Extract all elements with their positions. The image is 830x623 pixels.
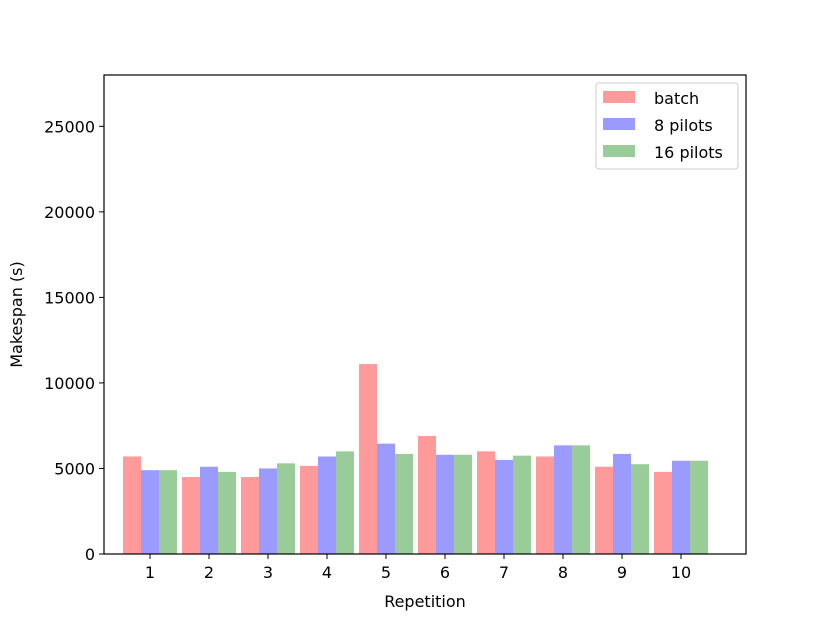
bar-16-pilots-rep-5 [395,453,413,554]
x-tick-label: 3 [263,563,273,582]
bar-16-pilots-rep-7 [513,455,531,554]
bar-8-pilots-rep-5 [377,443,395,554]
x-axis-label: Repetition [384,592,466,611]
legend-swatch-16-pilots [603,145,635,157]
x-tick-label: 8 [558,563,568,582]
x-tick-label: 6 [440,563,450,582]
x-tick-label: 4 [322,563,332,582]
x-tick-label: 9 [617,563,627,582]
plot-frame [103,74,747,555]
y-tick-label: 20000 [44,203,95,222]
bar-batch-rep-8 [536,456,554,554]
bar-16-pilots-rep-10 [690,460,708,554]
bar-batch-rep-2 [182,477,200,554]
x-ticks-group: 1 2 3 4 5 6 7 8 9 10 [145,554,691,582]
bar-8-pilots-rep-7 [495,459,513,554]
y-tick-label: 10000 [44,374,95,393]
bar-16-pilots-rep-6 [454,454,472,554]
y-tick-label: 15000 [44,288,95,307]
x-tick-label: 5 [381,563,391,582]
x-tick-label: 1 [145,563,155,582]
bar-batch-rep-4 [300,465,318,554]
y-tick-label: 5000 [54,459,95,478]
bar-16-pilots-rep-1 [159,470,177,554]
bar-16-pilots-rep-2 [218,471,236,554]
bar-batch-rep-10 [654,471,672,554]
legend-label-batch: batch [654,89,699,108]
bar-16-pilots-rep-3 [277,463,295,554]
legend: batch 8 pilots 16 pilots [595,82,739,170]
bar-batch-rep-9 [595,466,613,554]
bar-batch-rep-3 [241,477,259,554]
bar-batch-rep-6 [418,435,436,554]
x-tick-label: 2 [204,563,214,582]
x-tick-label: 7 [499,563,509,582]
legend-label-16-pilots: 16 pilots [654,143,723,162]
bar-8-pilots-rep-10 [672,460,690,554]
bar-batch-rep-1 [123,456,141,554]
x-tick-label: 10 [671,563,691,582]
bar-16-pilots-rep-8 [572,445,590,554]
legend-label-8-pilots: 8 pilots [654,116,713,135]
bar-8-pilots-rep-8 [554,445,572,554]
y-axis-label: Makespan (s) [7,261,26,368]
y-tick-label: 0 [85,545,95,564]
y-ticks-group: 0 5000 10000 15000 20000 25000 [44,117,104,564]
bar-8-pilots-rep-3 [259,468,277,554]
bar-8-pilots-rep-4 [318,456,336,554]
bar-16-pilots-rep-4 [336,451,354,554]
bar-8-pilots-rep-2 [200,466,218,554]
bar-16-pilots-rep-9 [631,464,649,554]
bar-8-pilots-rep-6 [436,454,454,554]
bar-batch-rep-7 [477,451,495,554]
bars-group [123,364,708,554]
legend-swatch-batch [603,91,635,103]
legend-swatch-8-pilots [603,118,635,130]
bar-batch-rep-5 [359,364,377,554]
bar-8-pilots-rep-9 [613,453,631,554]
y-tick-label: 25000 [44,117,95,136]
bar-8-pilots-rep-1 [141,470,159,554]
